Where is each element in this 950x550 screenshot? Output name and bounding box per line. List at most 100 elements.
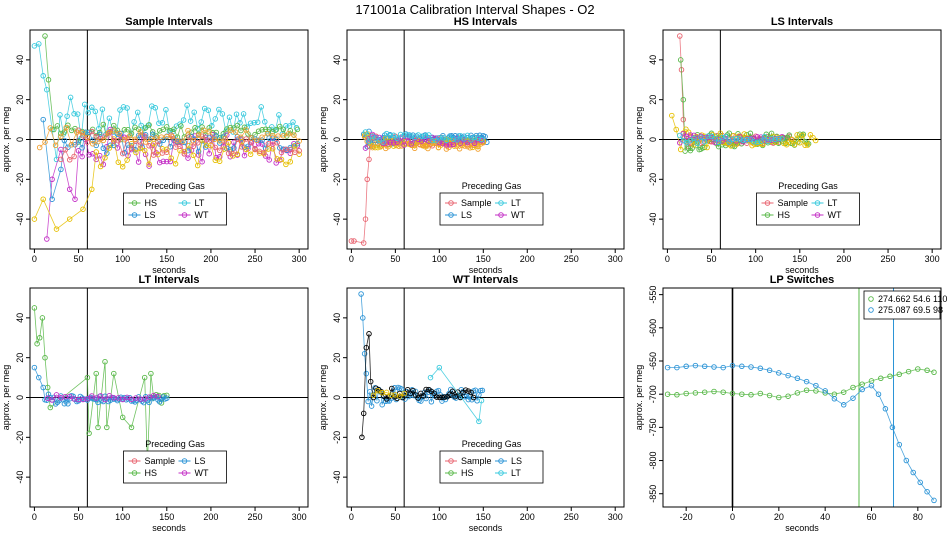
data-point	[206, 129, 212, 135]
data-point	[418, 398, 424, 404]
data-point	[475, 146, 481, 152]
x-tick-label: 50	[390, 254, 400, 264]
data-point	[255, 128, 262, 134]
data-point	[156, 120, 162, 126]
data-point	[370, 392, 377, 398]
y-tick-label: -20	[332, 431, 342, 444]
data-point	[58, 133, 64, 140]
data-point	[36, 144, 43, 151]
legend-marker	[448, 458, 454, 464]
legend-entry: LS	[195, 456, 206, 466]
data-point	[100, 137, 107, 144]
series-3	[44, 392, 161, 403]
data-point	[704, 144, 710, 151]
legend-marker	[181, 212, 188, 218]
data-point	[840, 389, 847, 395]
x-axis-label: seconds	[469, 265, 503, 275]
data-point	[137, 145, 144, 152]
data-point	[683, 126, 689, 132]
data-point	[711, 364, 717, 370]
data-point	[426, 138, 432, 144]
legend-marker	[498, 212, 504, 218]
data-point	[72, 196, 78, 202]
data-point	[190, 152, 197, 159]
data-point	[40, 116, 46, 123]
data-point	[768, 135, 775, 142]
y-tick-label: 40	[648, 55, 658, 65]
y-tick-label: 0	[15, 137, 25, 142]
legend-marker	[498, 470, 504, 476]
legend-entry: HS	[461, 468, 474, 478]
data-point	[457, 394, 464, 401]
data-point	[440, 134, 446, 141]
data-point	[105, 130, 112, 136]
data-point	[741, 131, 747, 137]
data-point	[185, 127, 191, 134]
data-point	[692, 390, 699, 396]
legend: Preceding Gas HS LT LS WT	[123, 181, 227, 226]
data-point	[84, 134, 91, 141]
data-point	[211, 136, 218, 143]
data-point	[159, 120, 166, 126]
data-point	[822, 388, 828, 394]
plot-frame	[29, 29, 309, 250]
data-point	[441, 394, 448, 400]
data-point	[121, 136, 128, 143]
data-point	[380, 139, 386, 145]
data-point	[226, 114, 233, 120]
data-point	[107, 142, 114, 149]
data-point	[747, 130, 754, 137]
data-point	[178, 123, 184, 129]
data-point	[804, 142, 811, 148]
data-point	[878, 375, 884, 382]
data-point	[757, 365, 764, 372]
data-point	[905, 368, 912, 375]
data-point	[468, 389, 474, 396]
y-axis-label: approx. per meg	[634, 365, 644, 431]
x-tick-label: 40	[820, 512, 830, 522]
data-point	[726, 139, 732, 145]
data-point	[233, 111, 240, 117]
data-point	[390, 132, 397, 139]
data-point	[669, 112, 675, 119]
data-point	[408, 141, 414, 147]
data-point	[64, 113, 70, 119]
data-point	[141, 374, 148, 381]
y-tick-label: 0	[332, 137, 342, 142]
data-point	[163, 106, 169, 113]
legend-marker	[868, 296, 874, 302]
legend-entry: LS	[145, 210, 156, 220]
data-point	[694, 140, 701, 147]
legend-entry: WT	[511, 210, 525, 220]
data-point	[128, 424, 135, 431]
x-tick-label: 150	[159, 512, 174, 522]
series-line	[667, 368, 935, 398]
data-point	[146, 122, 152, 128]
data-point	[97, 163, 104, 170]
data-point	[361, 350, 368, 357]
data-point	[290, 119, 296, 125]
data-point	[220, 131, 227, 137]
panel-title: LP Switches	[770, 274, 835, 286]
data-point	[719, 134, 725, 141]
series-line	[60, 129, 300, 161]
data-point	[261, 149, 267, 156]
data-point	[222, 136, 228, 142]
y-axis-label: approx. per meg	[318, 365, 328, 431]
data-point	[177, 143, 183, 150]
data-point	[31, 364, 38, 371]
data-point	[739, 363, 745, 370]
series-2	[359, 331, 477, 441]
panel-title: LS Intervals	[771, 16, 833, 28]
panel-title: WT Intervals	[453, 274, 518, 286]
data-point	[868, 382, 875, 389]
y-axis-label: approx. per meg	[318, 107, 328, 173]
x-tick-label: 150	[476, 512, 491, 522]
data-point	[171, 126, 177, 132]
data-point	[359, 434, 365, 441]
data-point	[683, 363, 689, 370]
data-point	[195, 148, 202, 155]
y-tick-label: -700	[648, 385, 658, 403]
plot-frame	[346, 29, 625, 250]
x-tick-label: 250	[248, 512, 263, 522]
